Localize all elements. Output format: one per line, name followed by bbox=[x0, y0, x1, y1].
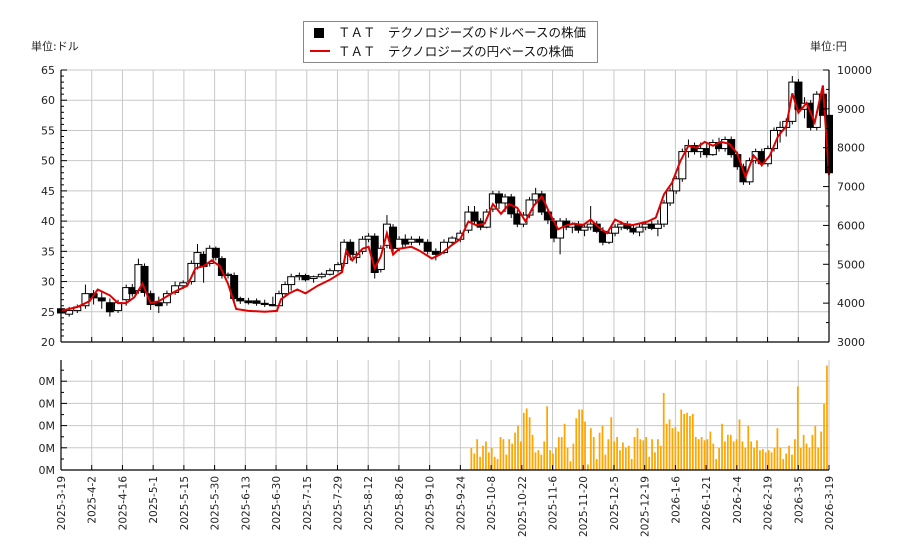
svg-text:2026-1-6: 2026-1-6 bbox=[670, 476, 682, 524]
svg-text:0M: 0M bbox=[39, 420, 56, 433]
chart-axes bbox=[60, 69, 830, 471]
svg-text:2025-8-26: 2025-8-26 bbox=[394, 476, 406, 531]
left-axis-unit-label: 単位:ドル bbox=[31, 40, 79, 53]
svg-text:2025-11-6: 2025-11-6 bbox=[548, 476, 560, 531]
svg-text:2025-8-12: 2025-8-12 bbox=[363, 476, 375, 530]
volume-bars bbox=[470, 365, 828, 470]
svg-text:0M: 0M bbox=[39, 464, 56, 477]
svg-text:7000: 7000 bbox=[837, 181, 865, 194]
svg-text:50: 50 bbox=[41, 155, 55, 168]
svg-text:2025-6-30: 2025-6-30 bbox=[271, 476, 283, 530]
svg-text:0M: 0M bbox=[39, 442, 56, 455]
svg-text:60: 60 bbox=[41, 94, 55, 107]
svg-text:2025-10-22: 2025-10-22 bbox=[517, 476, 529, 537]
svg-text:30: 30 bbox=[41, 276, 55, 289]
svg-text:2025-12-5: 2025-12-5 bbox=[609, 476, 621, 530]
svg-text:45: 45 bbox=[41, 185, 55, 198]
svg-text:2025-9-10: 2025-9-10 bbox=[425, 476, 437, 530]
legend-usd-label: ＴＡＴ テクノロジーズのドルベースの株価 bbox=[338, 25, 587, 40]
svg-text:2026-1-21: 2026-1-21 bbox=[701, 476, 713, 530]
svg-text:65: 65 bbox=[41, 64, 55, 77]
svg-text:2025-10-8: 2025-10-8 bbox=[486, 476, 498, 530]
legend-jpy-label: ＴＡＴ テクノロジーズの円ベースの株価 bbox=[338, 44, 574, 59]
price-grid bbox=[60, 69, 830, 343]
svg-text:10000: 10000 bbox=[837, 64, 872, 77]
svg-text:2026-2-4: 2026-2-4 bbox=[732, 476, 744, 524]
svg-text:20: 20 bbox=[41, 336, 55, 349]
legend-item-usd: ＴＡＴ テクノロジーズのドルベースの株価 bbox=[310, 24, 586, 42]
jpy-price-line bbox=[60, 85, 830, 313]
svg-text:2025-5-1: 2025-5-1 bbox=[148, 476, 160, 524]
svg-text:2025-5-15: 2025-5-15 bbox=[179, 476, 191, 530]
svg-text:2025-3-19: 2025-3-19 bbox=[56, 476, 68, 530]
svg-text:2025-7-29: 2025-7-29 bbox=[332, 476, 344, 530]
svg-text:6000: 6000 bbox=[837, 219, 865, 232]
chart-legend: ＴＡＴ テクノロジーズのドルベースの株価 ＴＡＴ テクノロジーズの円ベースの株価 bbox=[303, 21, 598, 63]
svg-text:2025-6-13: 2025-6-13 bbox=[240, 476, 252, 530]
svg-text:55: 55 bbox=[41, 124, 55, 137]
svg-text:2026-3-5: 2026-3-5 bbox=[793, 476, 805, 524]
legend-black-square-icon bbox=[314, 27, 324, 38]
svg-text:2025-12-19: 2025-12-19 bbox=[640, 476, 652, 537]
svg-text:0M: 0M bbox=[39, 375, 56, 388]
svg-text:2025-11-20: 2025-11-20 bbox=[578, 476, 590, 537]
svg-text:0M: 0M bbox=[39, 397, 56, 410]
legend-red-line-icon bbox=[310, 50, 330, 52]
svg-text:9000: 9000 bbox=[837, 103, 865, 116]
legend-item-jpy: ＴＡＴ テクノロジーズの円ベースの株価 bbox=[310, 43, 574, 61]
svg-text:8000: 8000 bbox=[837, 142, 865, 155]
svg-text:2025-9-24: 2025-9-24 bbox=[455, 476, 467, 531]
axis-tick-labels: 20 25 30 35 40 45 50 55 60 65 3000 4000 5000 6000 7000… bbox=[39, 64, 873, 537]
svg-text:2025-7-15: 2025-7-15 bbox=[302, 476, 314, 530]
svg-text:2026-3-19: 2026-3-19 bbox=[824, 476, 836, 530]
svg-text:40: 40 bbox=[41, 215, 55, 228]
svg-text:5000: 5000 bbox=[837, 258, 865, 271]
svg-text:2026-2-19: 2026-2-19 bbox=[763, 476, 775, 530]
svg-text:25: 25 bbox=[41, 306, 55, 319]
svg-text:2025-5-30: 2025-5-30 bbox=[210, 476, 222, 530]
svg-text:2025-4-16: 2025-4-16 bbox=[117, 476, 129, 531]
svg-text:35: 35 bbox=[41, 245, 55, 258]
svg-text:3000: 3000 bbox=[837, 336, 865, 349]
price-candlesticks bbox=[57, 76, 833, 317]
svg-text:4000: 4000 bbox=[837, 297, 865, 310]
svg-text:2025-4-2: 2025-4-2 bbox=[87, 476, 99, 524]
right-axis-unit-label: 単位:円 bbox=[810, 40, 847, 53]
